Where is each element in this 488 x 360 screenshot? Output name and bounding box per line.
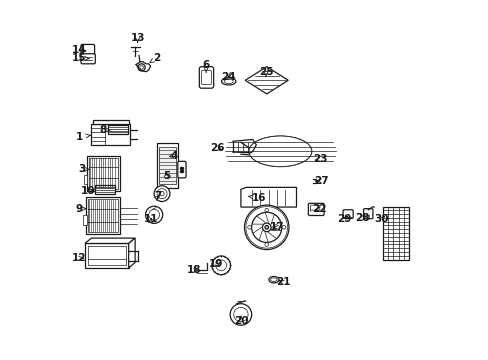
FancyBboxPatch shape (363, 209, 372, 219)
Circle shape (154, 186, 169, 202)
Ellipse shape (221, 78, 235, 85)
Text: 4: 4 (169, 150, 178, 161)
Ellipse shape (270, 278, 277, 282)
Text: 9: 9 (75, 204, 85, 214)
Polygon shape (241, 187, 296, 207)
Circle shape (148, 210, 159, 220)
Bar (382, 207, 408, 260)
Circle shape (247, 226, 251, 229)
Bar (88, 199, 118, 231)
Text: 5: 5 (163, 171, 170, 181)
Text: 28: 28 (354, 213, 368, 222)
Bar (156, 143, 178, 188)
Text: 17: 17 (270, 222, 284, 232)
Text: 13: 13 (130, 33, 144, 43)
Bar (88, 246, 125, 265)
Text: 21: 21 (275, 277, 290, 287)
Ellipse shape (224, 79, 233, 84)
Text: 2: 2 (150, 53, 160, 63)
Text: 11: 11 (144, 214, 158, 224)
Text: 10: 10 (81, 186, 96, 197)
Bar (107, 125, 128, 134)
Text: 14: 14 (72, 45, 87, 55)
FancyBboxPatch shape (178, 161, 185, 178)
Circle shape (140, 66, 143, 69)
Text: 26: 26 (210, 143, 224, 153)
Ellipse shape (248, 136, 311, 167)
Bar (85, 243, 128, 268)
Circle shape (264, 243, 268, 246)
Circle shape (245, 207, 287, 248)
FancyBboxPatch shape (310, 205, 319, 210)
Ellipse shape (268, 276, 278, 283)
Text: 29: 29 (336, 215, 351, 224)
Circle shape (157, 189, 167, 199)
Text: 7: 7 (154, 191, 162, 201)
Text: 1: 1 (76, 132, 90, 142)
Text: 6: 6 (202, 59, 209, 72)
Circle shape (233, 307, 247, 321)
Text: 8: 8 (99, 125, 110, 135)
Circle shape (145, 206, 163, 224)
Text: 30: 30 (373, 215, 388, 224)
Circle shape (264, 208, 268, 212)
Circle shape (160, 192, 164, 196)
FancyBboxPatch shape (201, 70, 211, 85)
Bar (94, 185, 115, 194)
Bar (91, 124, 130, 145)
Text: 22: 22 (312, 204, 326, 215)
Bar (159, 147, 176, 184)
Circle shape (211, 256, 230, 275)
Text: 16: 16 (248, 193, 265, 203)
Bar (86, 156, 120, 191)
Circle shape (138, 64, 145, 71)
Text: 25: 25 (258, 67, 273, 77)
Circle shape (215, 260, 226, 271)
Ellipse shape (248, 136, 311, 167)
Polygon shape (128, 238, 135, 268)
Text: 3: 3 (79, 164, 89, 174)
Bar (86, 197, 120, 234)
FancyBboxPatch shape (199, 67, 213, 88)
Bar (83, 215, 86, 225)
Text: 20: 20 (233, 316, 247, 325)
Text: 12: 12 (72, 253, 86, 263)
FancyBboxPatch shape (81, 44, 94, 55)
Bar (83, 175, 87, 184)
Bar (89, 158, 117, 189)
Text: 23: 23 (313, 154, 327, 164)
Polygon shape (244, 67, 287, 94)
Circle shape (244, 205, 288, 249)
Text: 18: 18 (186, 265, 201, 275)
Text: 24: 24 (221, 72, 235, 82)
FancyBboxPatch shape (308, 203, 324, 216)
Text: 15: 15 (72, 53, 89, 63)
Circle shape (264, 226, 268, 229)
Circle shape (251, 212, 281, 242)
Polygon shape (85, 238, 135, 243)
Text: 27: 27 (314, 176, 328, 186)
FancyBboxPatch shape (343, 210, 352, 219)
Circle shape (262, 223, 270, 231)
Bar (93, 121, 128, 124)
FancyBboxPatch shape (81, 54, 95, 64)
Circle shape (230, 304, 251, 325)
Text: 19: 19 (208, 259, 223, 269)
Circle shape (282, 226, 285, 229)
